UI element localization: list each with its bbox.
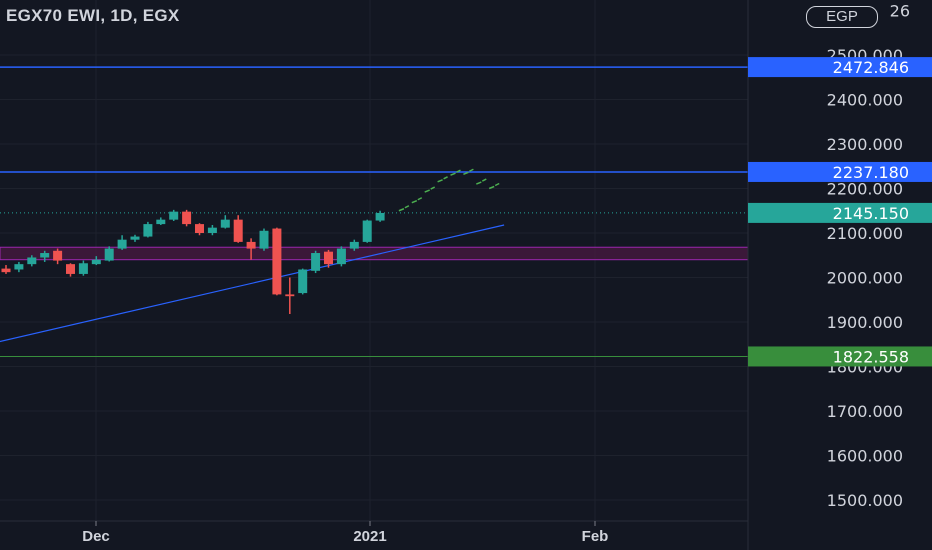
projection-dash [411, 200, 418, 204]
price-tick-label: 26 [890, 2, 910, 21]
candle-body [375, 212, 385, 221]
price-level-badge [748, 57, 932, 78]
candle-body [1, 268, 11, 273]
time-tick-label: Feb [582, 528, 609, 545]
candle-body [53, 250, 63, 261]
projection-dash [404, 205, 410, 209]
price-tick-label: 1500.000 [827, 491, 903, 510]
candle-body [14, 264, 24, 270]
candle-body [66, 264, 75, 274]
price-tick-label: 1900.000 [827, 313, 903, 332]
candle-body [40, 253, 50, 258]
price-tick-label: 1700.000 [827, 402, 903, 421]
chart-title: EGX70 EWI, 1D, EGX [6, 6, 180, 25]
candle-body [311, 253, 321, 271]
price-tick-label: 1600.000 [827, 447, 903, 466]
price-level-badge-label: 2145.150 [833, 204, 909, 223]
projection-dash [481, 178, 487, 182]
candle-body [78, 263, 88, 274]
projection-dash [476, 181, 482, 185]
projection-dash [443, 176, 448, 180]
trend-line-segment [0, 224, 505, 343]
currency-button[interactable]: EGP [806, 6, 878, 28]
projection-dash [430, 186, 436, 190]
time-tick-label: 2021 [353, 528, 386, 545]
projection-dash [424, 189, 430, 193]
projection-path [398, 168, 500, 212]
candle-body [117, 239, 127, 249]
price-level-badges: 2472.846 2237.180 2145.150 1822.558 [748, 57, 932, 367]
candle-body [130, 236, 140, 240]
candle-body [285, 294, 295, 297]
candle-body [91, 259, 101, 265]
candlestick-series [1, 209, 385, 314]
projection-dash [469, 168, 474, 172]
candle-body [27, 257, 37, 265]
candle-body [156, 219, 166, 225]
candle-body [220, 219, 230, 228]
projection-dash [488, 185, 495, 190]
candle-body [336, 248, 346, 265]
price-tick-label: 2000.000 [827, 269, 903, 288]
projection-dash [463, 171, 469, 175]
projection-dash [494, 182, 500, 187]
projection-dash [456, 169, 461, 173]
price-tick-label: 2400.000 [827, 91, 903, 110]
candle-body [207, 227, 217, 233]
projection-dash [437, 179, 443, 183]
time-axis[interactable]: Dec 2021 Feb [82, 521, 608, 545]
time-tick-label: Dec [82, 528, 110, 545]
candle-body [324, 251, 333, 265]
price-tick-label: 2200.000 [827, 180, 903, 199]
trend-line [0, 224, 505, 343]
candle-body [349, 241, 359, 249]
candle-body [104, 248, 114, 261]
price-axis[interactable]: 262500.0002400.0002300.0002200.0002100.0… [827, 2, 910, 511]
grid-lines [0, 0, 748, 521]
candle-body [298, 269, 308, 294]
candle-body [259, 230, 269, 249]
candle-body [272, 228, 282, 295]
price-tick-label: 2300.000 [827, 135, 903, 154]
candle-body [195, 224, 204, 233]
projection-dash [398, 208, 405, 212]
projection-dash [417, 197, 423, 201]
price-level-badge [748, 346, 932, 367]
price-level-lines [0, 66, 748, 357]
candle-body [233, 219, 243, 242]
price-level-badge [748, 161, 932, 182]
price-level-badge [748, 202, 932, 223]
candle-body [362, 220, 372, 242]
price-tick-label: 2100.000 [827, 224, 903, 243]
candle-body [246, 241, 256, 249]
candle-body [182, 211, 192, 225]
price-level-badge-label: 2472.846 [833, 58, 909, 77]
price-level-badge-label: 1822.558 [833, 347, 909, 366]
projection-dash [450, 172, 456, 176]
candle-body [143, 224, 153, 237]
candle-body [169, 211, 179, 220]
price-level-badge-label: 2237.180 [833, 163, 909, 182]
